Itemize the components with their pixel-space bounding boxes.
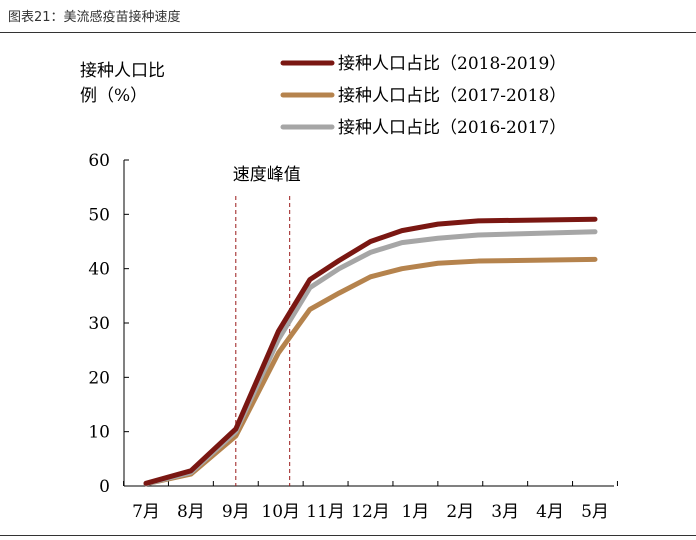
x-tick-label: 3月 <box>491 502 519 522</box>
x-tick-label: 12月 <box>351 502 390 522</box>
legend-label: 接种人口占比（2017-2018） <box>338 86 566 106</box>
caption-divider <box>0 32 696 33</box>
y-axis-label-line-2: 例（%） <box>80 86 147 106</box>
y-tick-label: 10 <box>88 423 110 443</box>
x-tick-label: 9月 <box>222 502 250 522</box>
series-line <box>143 256 598 487</box>
y-tick-label: 20 <box>88 368 110 388</box>
y-tick-label: 30 <box>88 314 110 334</box>
x-tick-label: 11月 <box>306 502 345 522</box>
y-tick-label: 0 <box>99 477 110 497</box>
legend-label: 接种人口占比（2018-2019） <box>338 54 566 74</box>
x-tick-label: 2月 <box>446 502 474 522</box>
bottom-divider <box>0 535 696 536</box>
y-tick-label: 40 <box>88 260 110 280</box>
x-tick-label: 7月 <box>132 502 160 522</box>
series-line <box>143 229 598 487</box>
y-tick-label: 60 <box>88 151 110 171</box>
legend-label: 接种人口占比（2016-2017） <box>338 118 566 138</box>
series-line <box>143 216 598 486</box>
y-tick-label: 50 <box>88 205 110 225</box>
figure-caption: 图表21：美流感疫苗接种速度 <box>8 10 181 25</box>
x-tick-label: 10月 <box>261 502 300 522</box>
y-axis-label-line-1: 接种人口比 <box>80 61 165 81</box>
peak-annotation: 速度峰值 <box>233 165 301 185</box>
x-tick-label: 5月 <box>581 502 609 522</box>
x-tick-label: 1月 <box>401 502 429 522</box>
x-tick-label: 8月 <box>177 502 205 522</box>
x-tick-label: 4月 <box>536 502 564 522</box>
